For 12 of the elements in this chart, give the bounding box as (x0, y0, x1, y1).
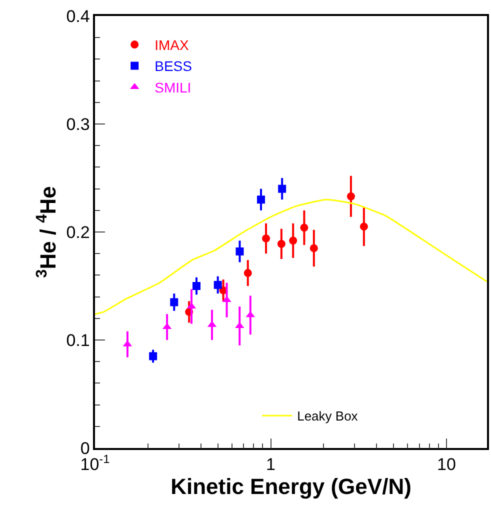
x-tick-label: 1 (266, 455, 276, 474)
legend-label: SMILI (154, 79, 192, 96)
y-tick-label: 0.4 (66, 6, 90, 26)
legend-label: IMAX (154, 37, 190, 54)
y-tick-label: 0 (80, 438, 90, 458)
x-tick-label: 10 (437, 455, 456, 474)
y-tick-label: 0.3 (66, 114, 90, 134)
x-axis-title: Kinetic Energy (GeV/N) (170, 474, 412, 500)
legend-label: Leaky Box (297, 408, 358, 424)
y-tick-label: 0.2 (66, 222, 90, 242)
legend-label: BESS (154, 58, 192, 74)
y-tick-label: 0.1 (66, 330, 90, 350)
